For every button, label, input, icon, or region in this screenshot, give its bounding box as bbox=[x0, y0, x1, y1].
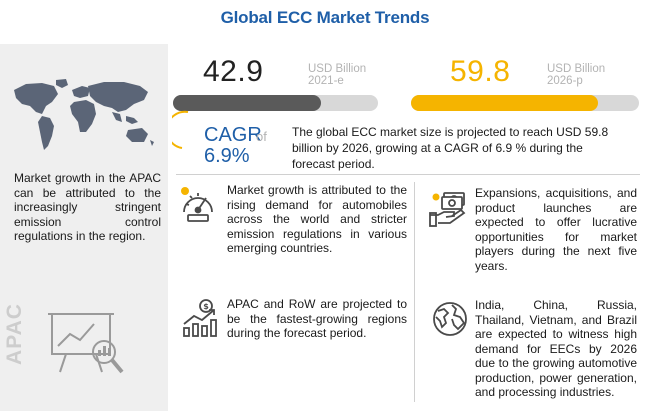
svg-text:$: $ bbox=[203, 302, 209, 311]
page-title: Global ECC Market Trends bbox=[220, 8, 430, 27]
apac-growth-text: Market growth in the APAC can be attribu… bbox=[14, 171, 161, 243]
apac-panel: Market growth in the APAC can be attribu… bbox=[0, 44, 168, 411]
progress-bar-2026 bbox=[411, 95, 639, 111]
card-text-demand: Market growth is attributed to the risin… bbox=[227, 183, 407, 255]
horizontal-divider bbox=[176, 174, 640, 175]
unit-2026: USD Billion 2026-p bbox=[547, 63, 605, 87]
gauge-icon bbox=[181, 187, 213, 222]
unit-2021-year: 2021-e bbox=[308, 75, 344, 87]
apac-vertical-label: APAC bbox=[2, 294, 28, 374]
unit-2021: USD Billion 2021-e bbox=[308, 63, 366, 87]
vertical-divider bbox=[414, 182, 415, 402]
cagr-value: 6.9% bbox=[204, 145, 250, 167]
cagr-label: CAGR bbox=[204, 124, 262, 146]
unit-2026-currency: USD Billion bbox=[547, 63, 606, 75]
progress-bar-2026-fill bbox=[411, 95, 598, 111]
card-text-expansions: Expansions, acquisitions, and product la… bbox=[475, 186, 637, 273]
apac-label-text: APAC bbox=[3, 303, 26, 365]
card-text-regions: APAC and RoW are projected to be the fas… bbox=[227, 297, 407, 340]
unit-2021-currency: USD Billion bbox=[308, 63, 367, 75]
arc-accent-icon bbox=[172, 110, 189, 149]
progress-bar-2021 bbox=[173, 95, 378, 111]
market-value-2021: 42.9 bbox=[203, 55, 264, 88]
growth-chart-icon: $ bbox=[183, 299, 217, 337]
money-hand-icon bbox=[429, 192, 466, 227]
card-text-countries: India, China, Russia, Thailand, Vietnam,… bbox=[475, 298, 637, 399]
unit-2026-year: 2026-p bbox=[547, 75, 583, 87]
market-value-2026: 59.8 bbox=[450, 55, 511, 88]
world-map-icon bbox=[14, 79, 154, 150]
cagr-of-label: of bbox=[256, 129, 267, 144]
globe-icon bbox=[433, 302, 467, 336]
forecast-summary: The global ECC market size is projected … bbox=[292, 125, 609, 171]
progress-bar-2021-fill bbox=[173, 95, 321, 111]
presentation-chart-icon bbox=[48, 313, 124, 374]
